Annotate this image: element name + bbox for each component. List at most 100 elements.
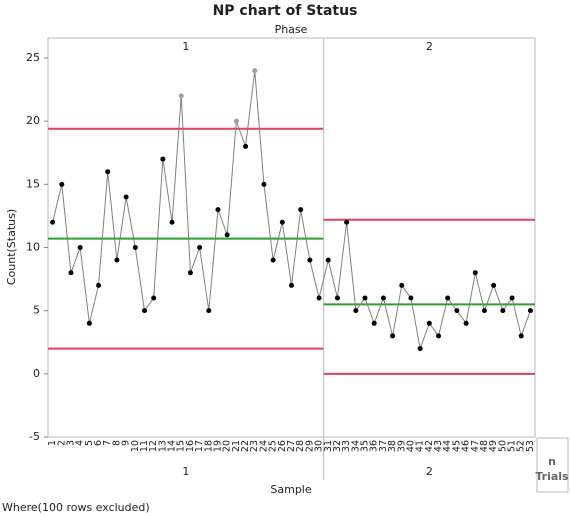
x-tick-label: 26: [277, 440, 288, 452]
x-tick-label: 14: [167, 440, 178, 452]
point: [426, 320, 432, 326]
x-tick-label: 47: [470, 440, 481, 452]
point: [307, 257, 313, 263]
point: [123, 194, 129, 200]
x-tick-label: 27: [286, 440, 297, 452]
x-tick-label: 8: [111, 440, 122, 446]
y-tick-label: 0: [33, 367, 40, 380]
x-tick-label: 39: [396, 440, 407, 452]
point: [362, 295, 368, 301]
x-tick-label: 17: [194, 440, 205, 452]
phase-label: 2: [426, 40, 433, 53]
x-tick-label: 12: [148, 440, 159, 452]
point: [454, 308, 460, 314]
point: [417, 346, 423, 352]
x-tick-label: 33: [341, 440, 352, 452]
x-tick-label: 32: [332, 440, 343, 452]
y-tick-label: 20: [26, 114, 40, 127]
x-tick-label: 30: [314, 440, 325, 452]
point: [68, 270, 74, 276]
x-tick-label: 7: [102, 440, 113, 446]
phase-label: 1: [182, 465, 189, 478]
x-tick-label: 2: [56, 440, 67, 446]
plot-frame: [47, 37, 536, 438]
point: [105, 169, 111, 175]
y-tick-label: -5: [29, 430, 40, 443]
point: [187, 270, 193, 276]
x-tick-label: 36: [369, 440, 380, 452]
x-axis-label: Sample: [270, 483, 311, 496]
point: [243, 143, 249, 149]
x-tick-label: 5: [84, 440, 95, 446]
point: [114, 257, 120, 263]
point: [77, 245, 83, 250]
point: [334, 295, 340, 301]
point: [316, 295, 322, 301]
point: [151, 295, 157, 301]
x-tick-label: 10: [130, 440, 141, 452]
point: [298, 207, 304, 213]
x-tick-label: 49: [488, 440, 499, 452]
point: [500, 308, 506, 314]
x-tick-label: 45: [451, 440, 462, 452]
point: [289, 282, 294, 288]
x-tick-label: 28: [295, 440, 306, 452]
phase-label: 2: [426, 465, 433, 478]
point: [436, 333, 442, 339]
x-tick-label: 43: [433, 440, 444, 452]
point: [197, 245, 203, 250]
x-tick-label: 48: [479, 440, 490, 452]
point: [132, 245, 138, 250]
x-tick-label: 23: [249, 440, 260, 452]
point: [270, 257, 276, 263]
phase-header: Phase: [275, 23, 308, 36]
x-tick-label: 29: [304, 440, 315, 452]
point: [527, 308, 533, 314]
point: [344, 219, 350, 225]
x-tick-label: 37: [378, 440, 389, 452]
x-tick-label: 18: [203, 440, 214, 452]
x-tick-label: 24: [258, 440, 269, 452]
side-panel-label: Trials: [535, 470, 569, 483]
x-tick-label: 13: [157, 440, 168, 452]
x-tick-label: 50: [497, 440, 508, 452]
point: [353, 308, 359, 314]
point: [224, 232, 230, 238]
footer: Where(100 rows excluded): [2, 501, 150, 514]
x-tick-label: 52: [516, 440, 527, 452]
x-tick-label: 34: [350, 440, 361, 452]
series-line: [52, 70, 531, 351]
point: [399, 282, 405, 288]
point: [261, 181, 267, 187]
point: [481, 308, 487, 314]
y-axis-label: Count(Status): [5, 209, 18, 285]
point: [169, 219, 175, 225]
x-tick-label: 4: [75, 440, 86, 446]
x-tick-label: 38: [387, 440, 398, 452]
point: [86, 320, 92, 326]
point: [408, 295, 414, 301]
x-tick-label: 35: [360, 440, 371, 452]
x-tick-label: 31: [323, 440, 334, 452]
point: [325, 257, 331, 263]
x-tick-label: 25: [268, 440, 279, 452]
point: [160, 156, 166, 162]
point: [215, 207, 221, 213]
phase-label: 1: [182, 40, 189, 53]
point: [380, 295, 386, 301]
point: [463, 320, 469, 326]
point: [178, 93, 184, 99]
point: [509, 295, 515, 301]
x-tick-label: 16: [185, 440, 196, 452]
point: [390, 333, 396, 339]
x-tick-label: 53: [525, 440, 536, 452]
point: [518, 333, 524, 339]
x-tick-label: 21: [231, 440, 242, 452]
x-tick-label: 3: [65, 440, 76, 446]
point: [59, 181, 65, 187]
x-tick-label: 15: [176, 440, 187, 452]
x-tick-label: 44: [442, 440, 453, 452]
x-tick-label: 40: [405, 440, 416, 452]
x-tick-label: 42: [424, 440, 435, 452]
